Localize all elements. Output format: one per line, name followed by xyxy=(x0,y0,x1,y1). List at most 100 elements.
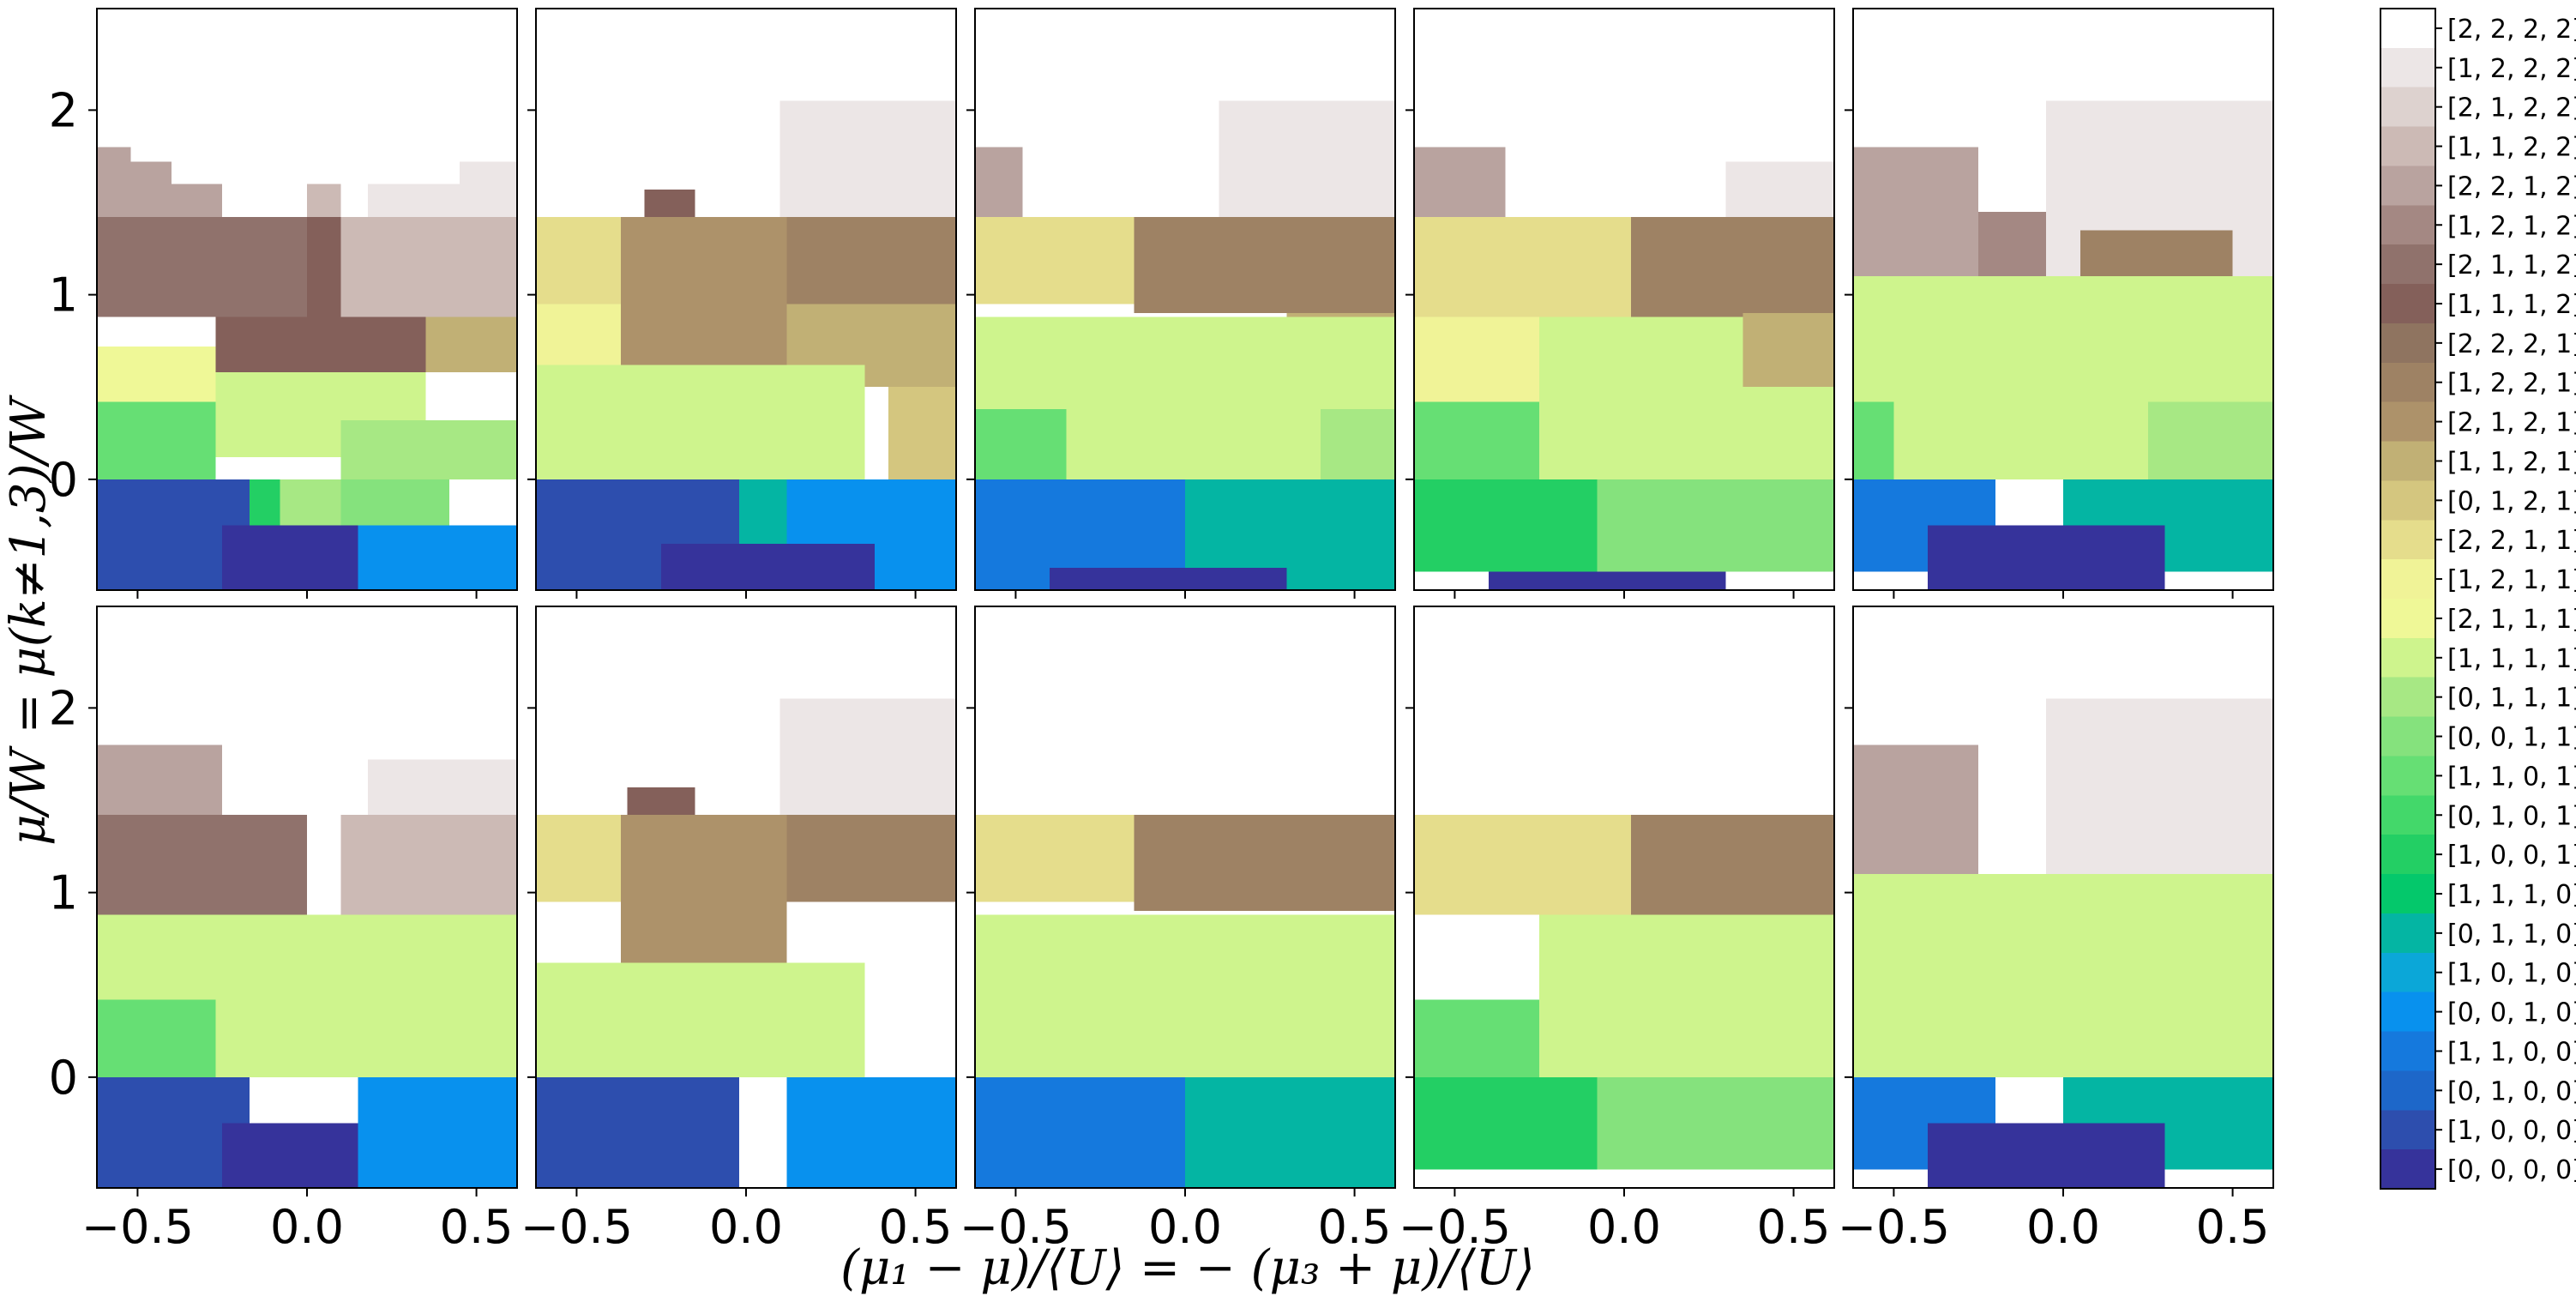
y-tick-label: 1 xyxy=(49,866,78,920)
colorbar-swatch xyxy=(2380,637,2435,678)
phase-region xyxy=(1978,211,2047,277)
panel-r1-c0: −0.5 0.0 0.5 0 1 2 xyxy=(49,606,518,1254)
colorbar-swatch xyxy=(2380,795,2435,835)
phase-region xyxy=(1488,571,1726,590)
panel-r0-c1 xyxy=(527,8,957,599)
phase-region xyxy=(280,479,341,526)
phase-region xyxy=(536,304,621,365)
phase-region xyxy=(644,189,695,218)
phase-region xyxy=(307,217,341,317)
phase-region xyxy=(1853,874,2273,1077)
phase-region xyxy=(536,1076,740,1188)
colorbar-swatch xyxy=(2380,913,2435,954)
phase-region xyxy=(620,815,787,963)
y-tick-label: 0 xyxy=(49,1051,78,1105)
colorbar-swatch xyxy=(2380,874,2435,914)
phase-region xyxy=(97,346,216,402)
phase-region xyxy=(97,217,307,317)
colorbar-swatch xyxy=(2380,362,2435,403)
colorbar-tick-label: [0, 0, 1, 0] xyxy=(2447,998,2576,1028)
phase-region xyxy=(975,217,1135,304)
panel-r1-c2: −0.5 0.0 0.5 xyxy=(960,606,1396,1254)
phase-region xyxy=(222,525,358,590)
phase-region xyxy=(340,217,517,317)
phase-region xyxy=(1597,1076,1834,1170)
phase-region xyxy=(1049,568,1287,590)
phase-region xyxy=(1414,147,1506,218)
phase-region xyxy=(340,815,517,915)
colorbar-swatch xyxy=(2380,756,2435,796)
x-tick-label: −0.5 xyxy=(1399,1200,1511,1254)
phase-region xyxy=(97,401,216,479)
phase-region xyxy=(97,999,216,1077)
x-tick-label: 0.0 xyxy=(1587,1200,1661,1254)
colorbar-tick-label: [0, 1, 2, 1] xyxy=(2447,486,2576,516)
panel-regions xyxy=(536,9,956,590)
colorbar-swatch xyxy=(2380,441,2435,481)
phase-region xyxy=(1134,815,1395,912)
phase-region xyxy=(2147,401,2273,479)
panel-regions xyxy=(536,606,956,1188)
panel-r0-c4 xyxy=(1845,8,2274,599)
phase-region xyxy=(2079,230,2233,277)
phase-region xyxy=(425,316,517,373)
phase-region xyxy=(1927,1123,2165,1188)
colorbar-tick-label: [2, 2, 1, 2] xyxy=(2447,172,2576,202)
colorbar-swatch xyxy=(2380,205,2435,245)
x-tick-label: −0.5 xyxy=(1838,1200,1950,1254)
panel-regions xyxy=(1414,606,1834,1188)
colorbar-swatch xyxy=(2380,520,2435,560)
panel-r0-c2 xyxy=(966,8,1396,599)
colorbar-swatch xyxy=(2380,992,2435,1033)
colorbar-tick-label: [2, 1, 2, 1] xyxy=(2447,408,2576,438)
colorbar-swatch xyxy=(2380,47,2435,88)
phase-region xyxy=(97,815,307,915)
colorbar-tick-label: [0, 1, 1, 1] xyxy=(2447,684,2576,714)
y-tick-label: 1 xyxy=(49,268,78,322)
colorbar-tick-label: [1, 0, 1, 0] xyxy=(2447,959,2576,989)
phase-region xyxy=(536,365,865,479)
colorbar: [2, 2, 2, 2] [1, 2, 2, 2] [2, 1, 2, 2] [1, … xyxy=(2380,8,2576,1190)
phase-region xyxy=(779,100,956,218)
colorbar-tick-label: [2, 2, 1, 1] xyxy=(2447,526,2576,556)
colorbar-swatch xyxy=(2380,559,2435,600)
phase-region xyxy=(888,387,956,479)
colorbar-tick-label: [1, 1, 1, 1] xyxy=(2447,644,2576,674)
x-tick-label: 0.0 xyxy=(2026,1200,2100,1254)
phase-region xyxy=(1539,914,1834,1077)
phase-region xyxy=(536,217,621,304)
phase-region xyxy=(1414,999,1540,1077)
colorbar-tick-label: [2, 1, 2, 2] xyxy=(2447,93,2576,124)
colorbar-swatch xyxy=(2380,1149,2435,1190)
phase-region xyxy=(368,184,460,218)
phase-region xyxy=(661,544,876,590)
phase-region xyxy=(1725,161,1834,218)
panel-regions xyxy=(97,9,517,590)
phase-region xyxy=(1185,1076,1395,1188)
panel-r0-c3 xyxy=(1405,8,1835,599)
phase-region xyxy=(307,184,341,218)
phase-region xyxy=(340,479,449,526)
colorbar-swatch xyxy=(2380,87,2435,128)
phase-region xyxy=(1853,744,1979,875)
phase-region xyxy=(1414,316,1540,402)
colorbar-tick-label: [0, 0, 1, 1] xyxy=(2447,723,2576,753)
x-tick-label: 0.5 xyxy=(1757,1200,1831,1254)
colorbar-swatch xyxy=(2380,1110,2435,1150)
phase-region xyxy=(1853,147,1979,277)
x-tick-label: 0.5 xyxy=(2196,1200,2270,1254)
colorbar-tick-label: [0, 1, 0, 0] xyxy=(2447,1076,2576,1106)
x-tick-label: 0.5 xyxy=(440,1200,514,1254)
phase-region xyxy=(358,525,517,590)
colorbar-tick-label: [1, 1, 1, 2] xyxy=(2447,290,2576,320)
colorbar-tick-label: [1, 1, 2, 1] xyxy=(2447,447,2576,477)
phase-region xyxy=(620,217,787,365)
phase-region xyxy=(1742,313,1834,388)
y-tick-label: 2 xyxy=(49,681,78,735)
panel-r1-c3: −0.5 0.0 0.5 xyxy=(1399,606,1835,1254)
colorbar-swatch xyxy=(2380,677,2435,718)
colorbar-swatch xyxy=(2380,1031,2435,1071)
panel-r1-c1: −0.5 0.0 0.5 xyxy=(521,606,957,1254)
